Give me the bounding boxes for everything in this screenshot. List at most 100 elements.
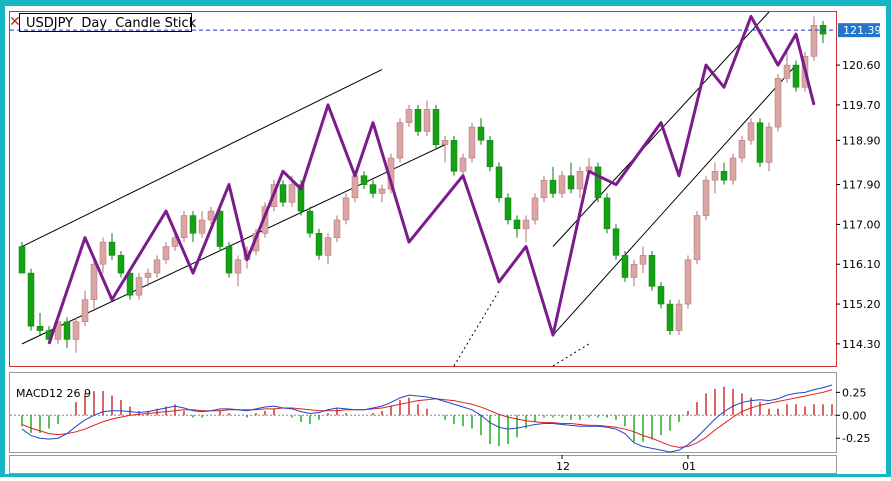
candle-body (576, 171, 584, 190)
price-tick-label: 114.30 (842, 338, 881, 351)
candle-body (702, 179, 710, 216)
candle (603, 193, 611, 234)
candle-body (648, 255, 656, 287)
candle (738, 135, 746, 163)
candle (378, 184, 386, 203)
macd-label: MACD12 26 9 (16, 387, 91, 400)
candle (90, 259, 98, 309)
candle-body (72, 321, 80, 340)
candle (441, 135, 449, 163)
candle-body (792, 64, 800, 88)
candle-body (531, 197, 539, 221)
candle (18, 242, 26, 274)
candle (342, 193, 350, 225)
candle (432, 104, 440, 150)
candle-body (198, 219, 206, 234)
candle (576, 166, 584, 198)
current-price-badge: 121.39 (838, 23, 882, 38)
candle (648, 250, 656, 291)
time-axis: 12 01 (556, 455, 696, 473)
candle-body (63, 321, 71, 340)
candle-body (513, 219, 521, 230)
candle-body (369, 184, 377, 194)
candle-body (729, 157, 737, 181)
candle (153, 255, 161, 278)
candle (657, 281, 665, 309)
candle-body (351, 175, 359, 199)
candle-body (549, 179, 557, 194)
candle (621, 250, 629, 282)
candle-body (378, 188, 386, 194)
close-chart-icon[interactable]: ✕ (9, 14, 21, 30)
candle-body (486, 140, 494, 168)
candle-body (567, 175, 575, 190)
candle (792, 60, 800, 92)
candle (495, 162, 503, 203)
price-axis: 120.60 119.70 118.90 117.90 117.00 116.10 115.… (836, 23, 882, 351)
candle-body (144, 272, 152, 278)
candle (63, 317, 71, 349)
candle (720, 162, 728, 185)
trend-extension-1 (552, 343, 590, 367)
current-price-label: 121.39 (843, 24, 882, 37)
candle (108, 233, 116, 260)
candle-body (783, 64, 791, 79)
candle (162, 242, 170, 265)
time-tick-label: 12 (556, 460, 570, 473)
candle-body (477, 126, 485, 141)
candle (504, 193, 512, 225)
zigzag-line (47, 14, 816, 345)
candle (513, 215, 521, 238)
candle-body (360, 175, 368, 185)
candle (117, 250, 125, 278)
macd-tick-label: 0.00 (842, 409, 867, 422)
channel-1-upper-line (21, 69, 383, 247)
candle (234, 255, 242, 287)
candle-body (279, 184, 287, 203)
macd-plot (10, 384, 836, 453)
candle-body (432, 109, 440, 145)
candle (549, 166, 557, 198)
candle (144, 268, 152, 287)
candle-body (117, 255, 125, 274)
candle-body (189, 215, 197, 234)
price-panel-frame (9, 11, 837, 367)
candle-body (90, 263, 98, 300)
candle-body (495, 166, 503, 199)
macd-tick-label: 0.25 (842, 386, 867, 399)
candle (711, 162, 719, 194)
candle (684, 255, 692, 309)
candle-body (306, 210, 314, 234)
candle (639, 246, 647, 274)
candle (747, 118, 755, 145)
candle (666, 299, 674, 336)
candle-body (747, 122, 755, 141)
candle-body (558, 175, 566, 194)
price-tick-label: 119.70 (842, 99, 881, 112)
candle (225, 242, 233, 278)
candle (306, 206, 314, 238)
macd-line (21, 384, 833, 453)
price-tick-label: 117.00 (842, 218, 881, 231)
candle (522, 215, 530, 243)
candle (315, 228, 323, 260)
window-right-border (886, 0, 891, 477)
candle-body (405, 109, 413, 123)
candle-body (225, 246, 233, 274)
candle-body (720, 171, 728, 181)
candle-body (36, 325, 44, 331)
candle (333, 215, 341, 243)
candle-body (423, 109, 431, 132)
candle-body (639, 255, 647, 265)
time-tick-label: 01 (682, 460, 696, 473)
candle (702, 175, 710, 220)
candle-body (630, 263, 638, 278)
candle (27, 268, 35, 331)
current-price-badge-bg (838, 23, 880, 38)
candle (531, 193, 539, 225)
price-tick-label: 116.10 (842, 258, 881, 271)
candle-body (693, 215, 701, 261)
candle-body (342, 197, 350, 221)
candle-body (657, 286, 665, 305)
